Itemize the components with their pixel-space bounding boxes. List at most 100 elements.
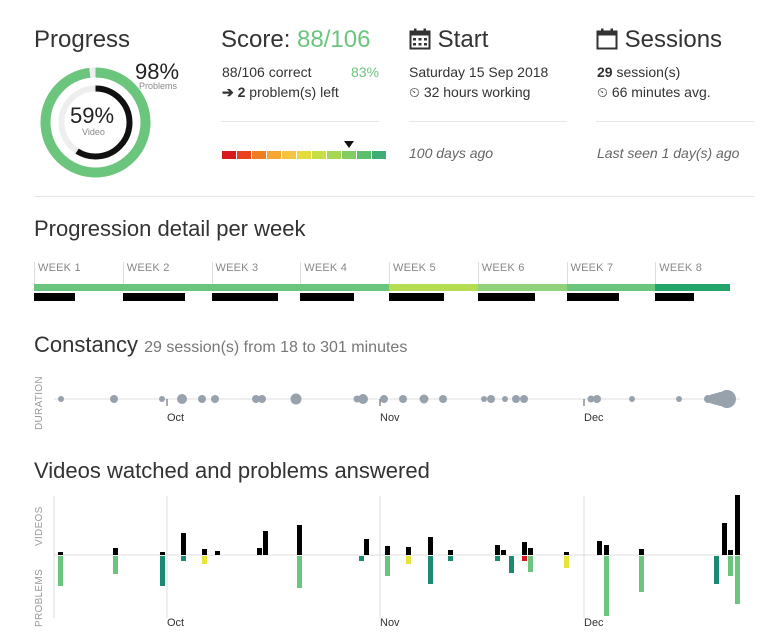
problem-bar[interactable]	[639, 556, 644, 592]
week-progress-bar[interactable]	[34, 284, 123, 291]
problems-label: Problems	[139, 81, 178, 91]
session-dot[interactable]	[587, 395, 595, 403]
problem-bar[interactable]	[160, 556, 165, 586]
video-bar[interactable]	[202, 549, 207, 555]
session-dot[interactable]	[593, 395, 601, 403]
problem-bar[interactable]	[528, 556, 533, 572]
week-progress-bar[interactable]	[211, 284, 301, 291]
problem-bar[interactable]	[385, 556, 390, 576]
start-title-text: Start	[437, 26, 489, 53]
problem-bar[interactable]	[735, 556, 740, 604]
video-bar[interactable]	[722, 523, 727, 555]
week-video-bar[interactable]	[122, 293, 185, 301]
week-progress-bar[interactable]	[389, 284, 478, 291]
session-dot[interactable]	[502, 396, 508, 402]
session-dot[interactable]	[211, 395, 219, 403]
session-dot[interactable]	[520, 395, 528, 403]
session-dot[interactable]	[177, 394, 187, 404]
sessions-count-value: 29	[597, 64, 613, 80]
video-bar[interactable]	[428, 537, 433, 555]
session-dot[interactable]	[399, 395, 407, 403]
session-dot[interactable]	[198, 395, 206, 403]
score-scale	[222, 151, 387, 159]
session-dot[interactable]	[252, 395, 260, 403]
sessions-last-seen: Last seen 1 day(s) ago	[597, 145, 740, 161]
week-video-bar[interactable]	[655, 293, 695, 301]
video-bar[interactable]	[58, 552, 63, 555]
problem-bar[interactable]	[202, 556, 207, 564]
week-video-bar[interactable]	[300, 293, 355, 301]
session-dot[interactable]	[58, 396, 64, 402]
video-bar[interactable]	[385, 546, 390, 555]
problem-bar[interactable]	[113, 556, 118, 574]
session-dot[interactable]	[481, 396, 487, 402]
video-bar[interactable]	[297, 525, 302, 555]
week-progress-bar[interactable]	[300, 284, 389, 291]
video-bar[interactable]	[263, 531, 268, 555]
video-bar[interactable]	[113, 548, 118, 555]
problem-bar[interactable]	[728, 556, 733, 576]
session-dot[interactable]	[380, 395, 388, 403]
session-dot[interactable]	[258, 395, 266, 403]
problem-bar[interactable]	[495, 556, 500, 561]
week-video-bar[interactable]	[211, 293, 279, 301]
session-dot[interactable]	[358, 394, 368, 404]
video-bar[interactable]	[448, 550, 453, 555]
problems-ring	[40, 67, 151, 178]
problem-bar[interactable]	[509, 556, 514, 573]
session-dot[interactable]	[159, 396, 165, 402]
week-video-bar[interactable]	[477, 293, 536, 301]
problem-bar[interactable]	[406, 556, 411, 564]
problem-bar[interactable]	[181, 556, 186, 561]
activity-chart	[53, 495, 742, 618]
month-nov: Nov	[380, 412, 400, 424]
week-label: WEEK 6	[481, 262, 525, 274]
problem-bar[interactable]	[714, 556, 719, 584]
score-correct: 88/106 correct	[222, 64, 312, 80]
session-dot[interactable]	[487, 395, 495, 403]
sessions-avg: ⏲ 66 minutes avg.	[597, 84, 711, 101]
video-bar[interactable]	[522, 542, 527, 555]
week-video-bar[interactable]	[389, 293, 445, 301]
week-video-bar[interactable]	[566, 293, 619, 301]
start-date: Saturday 15 Sep 2018	[409, 64, 549, 80]
video-bar[interactable]	[364, 539, 369, 555]
video-bar[interactable]	[257, 548, 262, 555]
week-progress-bar[interactable]	[655, 284, 731, 291]
session-dot[interactable]	[439, 395, 447, 403]
session-dot[interactable]	[676, 396, 682, 402]
video-bar[interactable]	[528, 548, 533, 555]
video-bar[interactable]	[501, 550, 506, 555]
problem-bar[interactable]	[522, 556, 527, 561]
session-dot[interactable]	[110, 395, 118, 403]
problem-bar[interactable]	[297, 556, 302, 588]
session-dot[interactable]	[629, 396, 635, 402]
month-dec: Dec	[584, 617, 604, 629]
week-label: WEEK 1	[38, 262, 81, 274]
week-progress-bar[interactable]	[477, 284, 567, 291]
week-progress-bar[interactable]	[122, 284, 212, 291]
session-dot[interactable]	[512, 395, 520, 403]
video-bar[interactable]	[597, 541, 602, 555]
video-bar[interactable]	[406, 547, 411, 555]
problem-bar[interactable]	[564, 556, 569, 568]
video-bar[interactable]	[735, 495, 740, 555]
video-bar[interactable]	[639, 549, 644, 555]
video-bar[interactable]	[728, 550, 733, 555]
session-dot[interactable]	[290, 393, 302, 405]
week-video-bar[interactable]	[34, 293, 75, 301]
week-progress-bar[interactable]	[566, 284, 656, 291]
video-bar[interactable]	[181, 533, 186, 555]
problem-bar[interactable]	[448, 556, 453, 561]
problem-bar[interactable]	[359, 556, 364, 561]
problem-bar[interactable]	[428, 556, 433, 584]
video-bar[interactable]	[160, 552, 165, 555]
video-bar[interactable]	[564, 552, 569, 555]
problem-bar[interactable]	[58, 556, 63, 586]
session-dot[interactable]	[419, 394, 429, 404]
problem-bar[interactable]	[604, 556, 609, 616]
session-dot[interactable]	[718, 390, 736, 408]
video-bar[interactable]	[215, 551, 220, 555]
video-bar[interactable]	[495, 545, 500, 555]
video-bar[interactable]	[604, 545, 609, 555]
